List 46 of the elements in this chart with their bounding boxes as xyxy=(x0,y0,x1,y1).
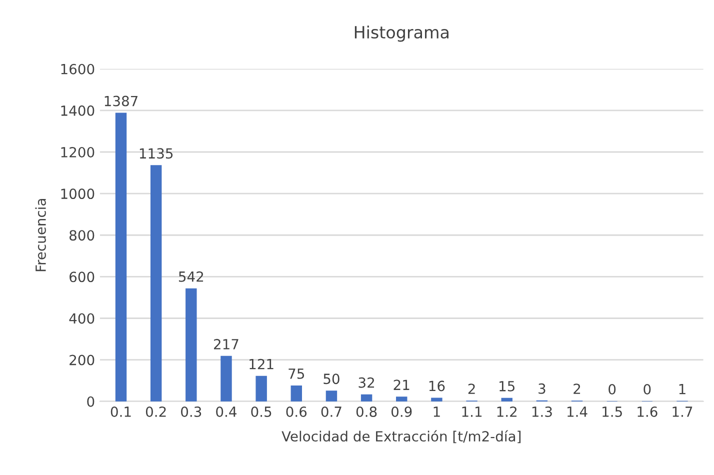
x-tick-label: 0.8 xyxy=(356,406,377,417)
x-tick-label: 1 xyxy=(434,406,440,417)
y-tick-label: 600 xyxy=(70,272,94,282)
x-axis-title: Velocidad de Extracción [t/m2-día] xyxy=(282,430,521,444)
x-tick-label: 0.2 xyxy=(146,406,166,417)
data-label: 121 xyxy=(250,358,274,370)
y-tick-label: 0 xyxy=(87,396,94,407)
data-label: 0 xyxy=(608,384,616,395)
data-label: 0 xyxy=(644,384,651,395)
data-label: 3 xyxy=(538,383,546,394)
x-tick-label: 1.7 xyxy=(672,406,692,417)
x-tick-label: 1.2 xyxy=(497,406,517,417)
x-tick-label: 1.5 xyxy=(602,406,622,417)
y-tick-label: 200 xyxy=(70,354,94,366)
data-label: 21 xyxy=(394,380,410,390)
x-tick-label: 1.1 xyxy=(462,406,482,417)
x-tick-label: 0.6 xyxy=(286,406,307,417)
x-tick-label: 0.7 xyxy=(321,406,342,417)
data-label: 1135 xyxy=(140,148,173,159)
data-label: 2 xyxy=(574,384,580,394)
y-tick-label: 400 xyxy=(69,313,94,324)
y-tick-label: 1400 xyxy=(61,105,94,116)
x-tick-label: 0.1 xyxy=(110,406,131,417)
y-tick-label: 1000 xyxy=(61,188,94,200)
y-axis-title: Frecuencia xyxy=(35,199,46,272)
data-label: 2 xyxy=(468,384,475,394)
data-label: 15 xyxy=(500,381,514,392)
x-tick-label: 0.3 xyxy=(181,406,202,417)
x-tick-label: 1.6 xyxy=(638,406,658,417)
data-label: 1 xyxy=(679,384,686,394)
data-label: 542 xyxy=(178,271,204,282)
y-tick-label: 1600 xyxy=(61,64,94,74)
data-label: 75 xyxy=(288,368,304,379)
x-tick-label: 1.3 xyxy=(532,406,552,417)
data-label: 1387 xyxy=(104,96,138,106)
x-tick-label: 0.4 xyxy=(216,406,237,417)
y-tick-label: 800 xyxy=(70,230,94,241)
x-tick-label: 0.9 xyxy=(391,406,412,417)
data-label: 32 xyxy=(358,377,374,388)
data-label: 217 xyxy=(214,338,238,350)
data-label: 50 xyxy=(324,374,340,384)
y-tick-label: 1200 xyxy=(61,146,94,158)
chart-title: Histograma xyxy=(354,26,448,42)
x-tick-label: 0.5 xyxy=(251,406,272,417)
data-label: 16 xyxy=(429,380,445,392)
x-tick-label: 1.4 xyxy=(567,406,588,417)
